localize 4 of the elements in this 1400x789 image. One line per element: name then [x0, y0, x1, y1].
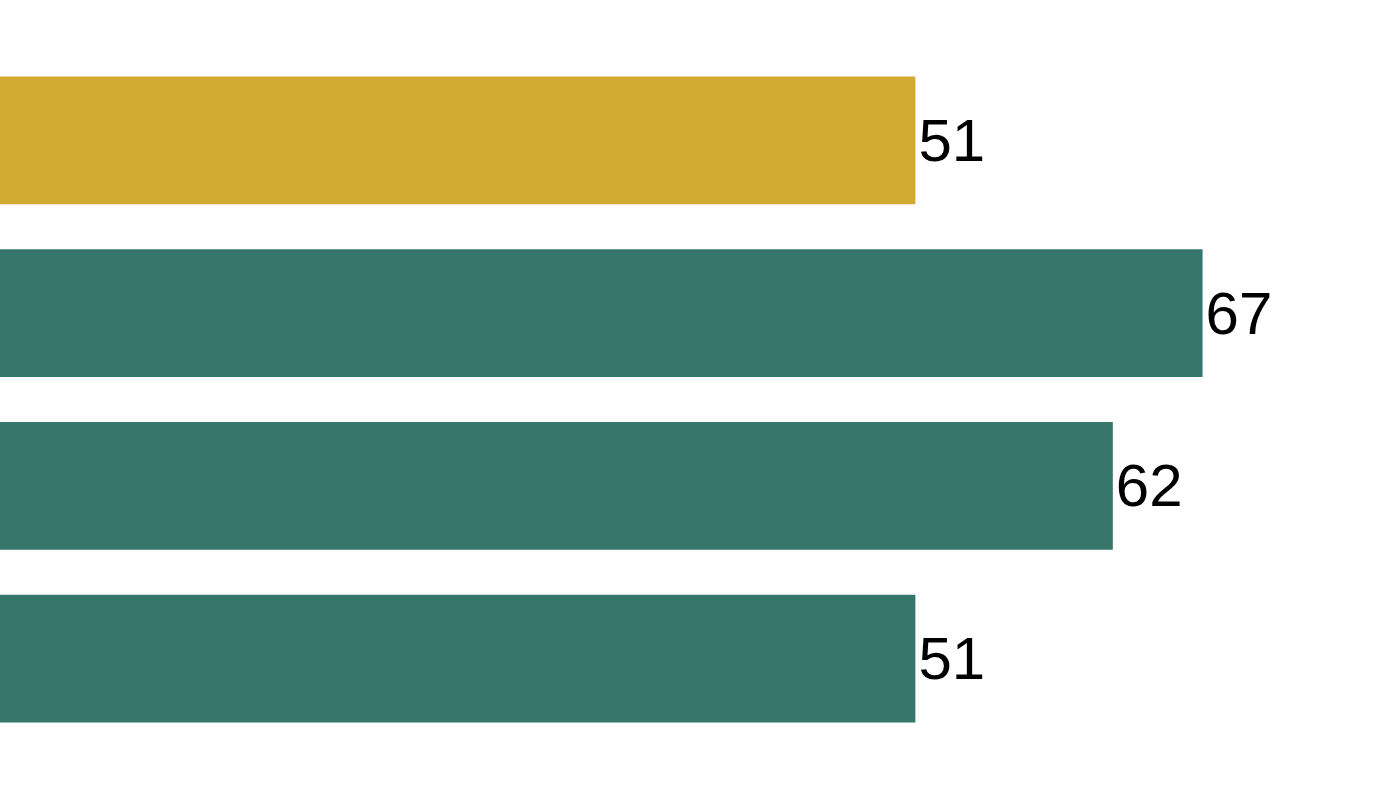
data-label: 51: [918, 106, 986, 174]
data-label: 67: [1205, 279, 1273, 347]
data-label: 62: [1115, 452, 1183, 520]
data-label: 51: [918, 625, 986, 693]
